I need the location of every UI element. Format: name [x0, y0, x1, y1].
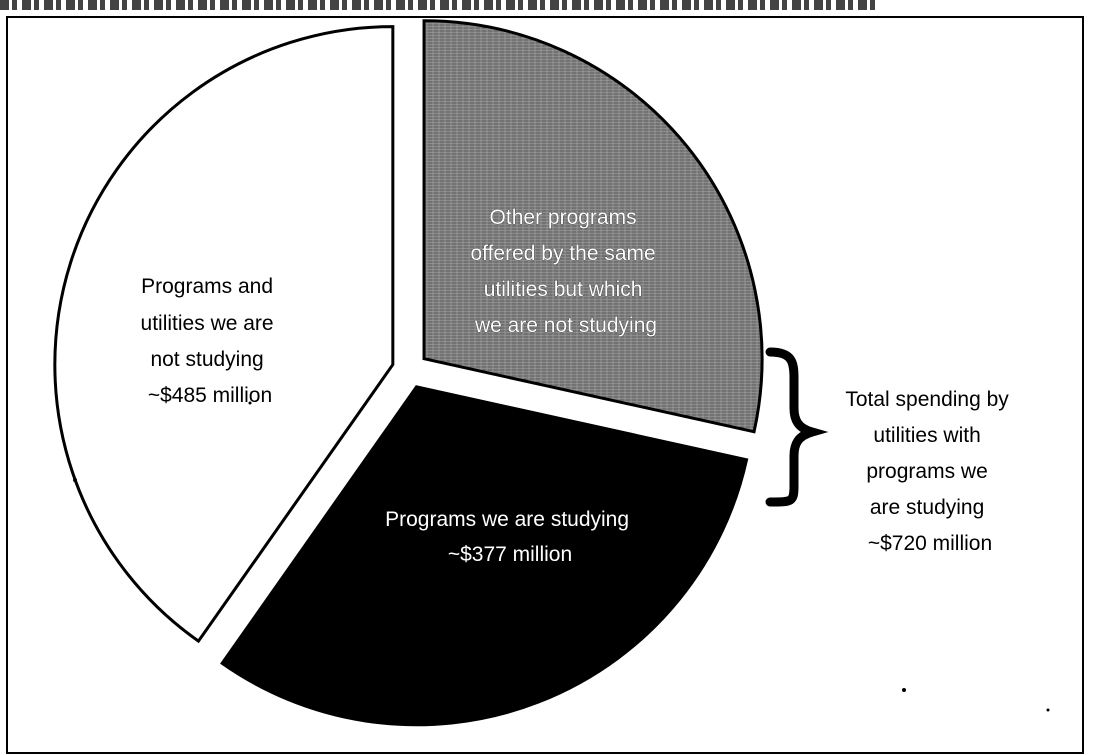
- right-brace-icon: [765, 347, 829, 507]
- slice-label-not-studying: Programs and utilities we are not studyi…: [141, 275, 280, 407]
- pie-slices: [53, 19, 764, 727]
- scan-speck: [1046, 708, 1050, 712]
- pie-slice-other-programs: [422, 19, 764, 434]
- scan-speck: [73, 478, 77, 482]
- figure-frame: [6, 16, 1084, 754]
- cropped-header-caption: [0, 0, 1093, 10]
- cropped-caption-ink: [0, 0, 880, 10]
- pie-slice-studying: [220, 385, 749, 727]
- scan-speck: [902, 688, 906, 692]
- total-spending-annotation: Total spending by utilities with program…: [845, 388, 1014, 555]
- slice-label-other-programs: Other programs offered by the same utili…: [470, 206, 661, 337]
- slice-label-studying: Programs we are studying ~$377 million: [385, 508, 635, 566]
- scan-speck: [248, 401, 252, 405]
- pie-slice-not-studying: [53, 25, 395, 644]
